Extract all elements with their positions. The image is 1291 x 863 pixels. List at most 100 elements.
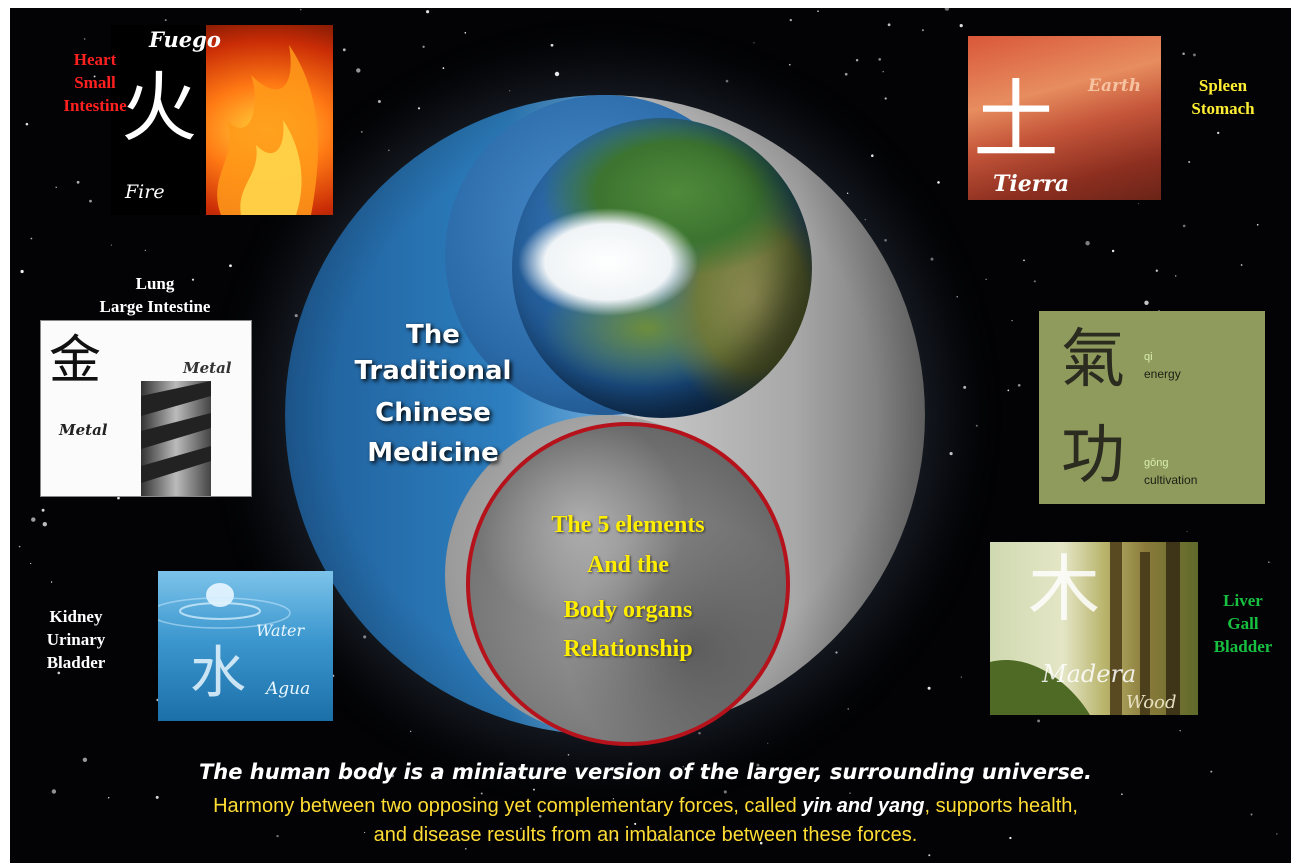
star xyxy=(1186,531,1188,533)
water-label-english: Water xyxy=(256,621,305,640)
star xyxy=(767,742,769,744)
star xyxy=(844,72,848,76)
star xyxy=(894,773,897,776)
star xyxy=(846,192,849,194)
wood-organs: Liver Gall Bladder xyxy=(1198,589,1288,658)
star xyxy=(388,149,390,152)
star xyxy=(871,154,874,157)
star xyxy=(25,122,29,126)
qi-glyph: 氣 xyxy=(1061,323,1125,397)
earth-glyph: 土 xyxy=(973,71,1059,171)
star xyxy=(1179,729,1181,732)
star xyxy=(1268,561,1270,563)
water-label-spanish: Agua xyxy=(266,679,311,699)
earth-organ-1: Spleen xyxy=(1198,76,1248,95)
metal-element-image: 金 Metal Metal xyxy=(40,320,252,497)
star xyxy=(612,798,615,800)
fire-organ-1: Heart xyxy=(73,50,117,69)
star xyxy=(538,814,542,818)
earth-globe xyxy=(512,118,812,418)
star xyxy=(426,10,430,14)
center-line-1: The 5 elements xyxy=(551,512,705,538)
title-line-4: Medicine xyxy=(367,438,499,468)
star xyxy=(983,768,988,773)
star xyxy=(1188,160,1191,164)
star xyxy=(867,774,870,778)
star xyxy=(294,314,298,318)
star xyxy=(1023,259,1025,262)
star xyxy=(1210,770,1213,773)
star xyxy=(1144,300,1149,305)
metal-label-right: Metal xyxy=(183,359,232,377)
star xyxy=(1121,793,1123,795)
star xyxy=(817,10,819,12)
star xyxy=(110,244,113,246)
metal-label-left: Metal xyxy=(59,421,108,439)
star xyxy=(753,42,755,44)
star xyxy=(1037,719,1041,723)
fire-dark-panel xyxy=(111,25,206,215)
star xyxy=(1182,224,1186,228)
star xyxy=(884,238,887,242)
qigong-image: 氣 功 qi energy gōng cultivation xyxy=(1039,311,1265,504)
star xyxy=(417,107,421,110)
gong-meaning: cultivation xyxy=(1144,473,1198,487)
star xyxy=(191,278,195,281)
star xyxy=(949,452,953,456)
star xyxy=(1276,833,1278,835)
star xyxy=(465,848,467,850)
star xyxy=(377,100,381,103)
star xyxy=(682,765,684,768)
center-line-3: Body organs xyxy=(563,597,693,623)
wood-element-image: 木 Madera Wood xyxy=(990,542,1198,715)
star xyxy=(1250,813,1253,816)
star xyxy=(756,763,760,767)
star xyxy=(93,75,96,78)
star xyxy=(963,385,967,389)
wood-organ-1: Liver xyxy=(1223,591,1263,610)
star xyxy=(524,764,526,766)
trees-icon xyxy=(990,542,1180,715)
star xyxy=(31,517,36,522)
star xyxy=(422,45,425,48)
qi-meaning: energy xyxy=(1144,367,1181,381)
fire-organ-2: Small xyxy=(74,73,116,92)
star xyxy=(550,43,554,47)
star xyxy=(1007,389,1010,392)
star xyxy=(944,8,950,11)
star xyxy=(835,651,838,654)
star xyxy=(927,686,931,690)
star xyxy=(975,424,978,427)
star xyxy=(567,753,570,756)
star xyxy=(410,730,412,733)
star xyxy=(1017,383,1021,387)
flames-icon xyxy=(217,45,318,215)
center-line-2: And the xyxy=(586,552,670,578)
star xyxy=(57,671,61,675)
star xyxy=(549,800,552,803)
star xyxy=(759,841,763,845)
wood-label-english: Wood xyxy=(1126,692,1177,713)
water-glyph: 水 xyxy=(190,641,246,706)
star xyxy=(51,789,57,794)
gong-pinyin: gōng xyxy=(1144,457,1169,469)
gong-glyph: 功 xyxy=(1061,419,1125,493)
fire-organ-3: Intestine xyxy=(63,96,127,115)
metal-glyph: 金 xyxy=(49,331,102,391)
star xyxy=(985,278,987,280)
star xyxy=(878,58,882,61)
star xyxy=(229,264,232,268)
star xyxy=(849,792,851,794)
star xyxy=(520,808,522,811)
star xyxy=(789,18,793,22)
star xyxy=(937,181,940,184)
star xyxy=(144,249,146,252)
earth-label-english: Earth xyxy=(1088,76,1142,96)
star xyxy=(84,38,86,40)
wood-organ-2: Gall xyxy=(1227,614,1259,633)
star xyxy=(76,180,80,184)
metal-organs: Lung Large Intestine xyxy=(55,272,255,318)
star xyxy=(725,79,729,83)
water-drop-icon xyxy=(158,583,291,629)
